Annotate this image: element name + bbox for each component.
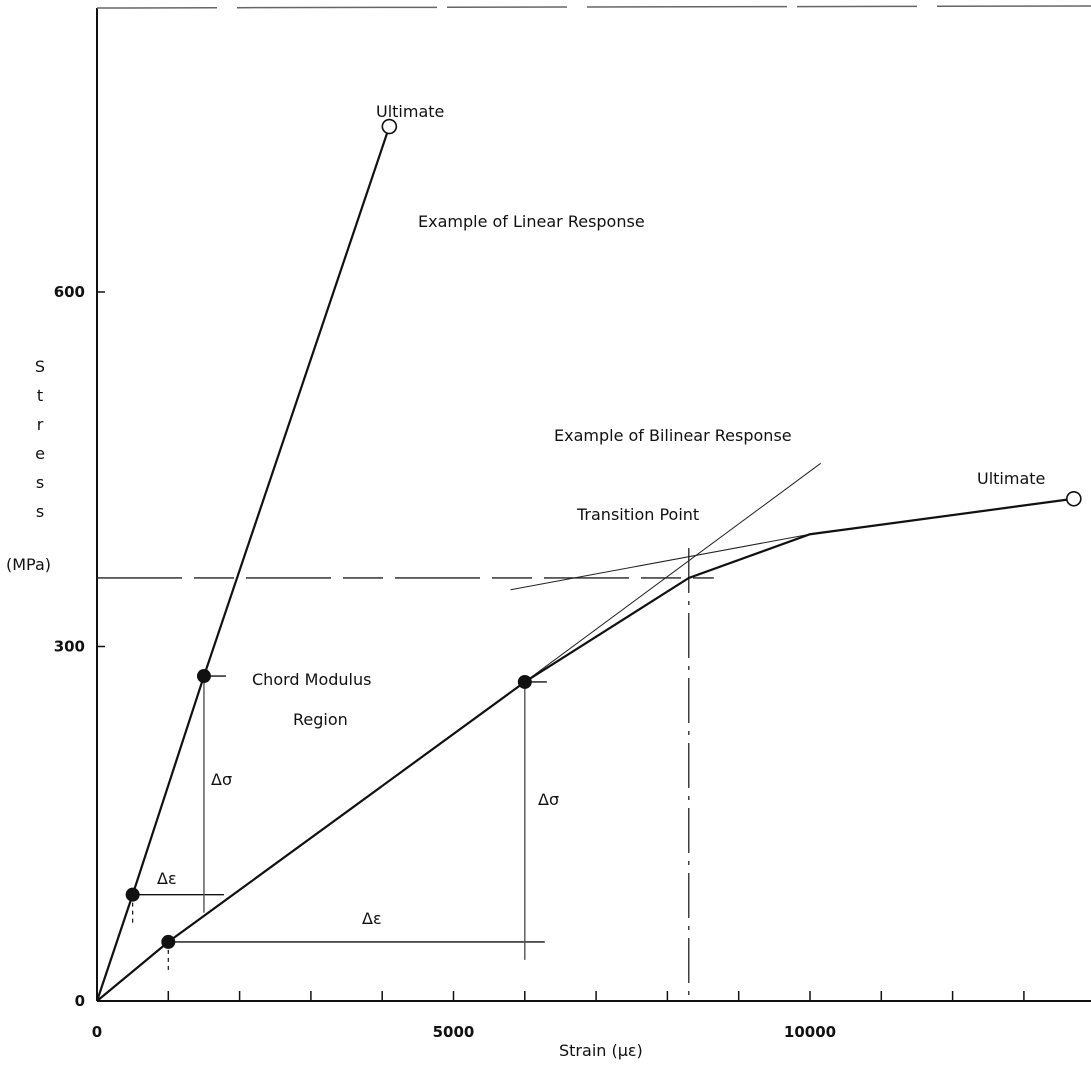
delta-epsilon-label-bilinear: Δε [362, 909, 382, 928]
axes [96, 5, 1091, 1002]
y-axis-label-letter: e [35, 444, 45, 463]
y-axis-label-letter: t [37, 386, 43, 405]
y-tick-label: 0 [75, 992, 85, 1010]
chord-point [517, 674, 532, 689]
ultimate-bilinear-label: Ultimate [977, 469, 1045, 488]
bilinear-response-curve [96, 497, 1074, 1002]
markers [125, 118, 1082, 949]
x-axis-label: Strain (με) [559, 1041, 643, 1060]
y-axis-label-letter: s [36, 502, 44, 521]
chord-point [196, 669, 211, 684]
guide-lines [97, 462, 821, 1001]
y-axis-unit-label: (MPa) [6, 555, 51, 574]
ultimate-point [381, 118, 398, 135]
ultimate-linear-label: Ultimate [376, 102, 444, 121]
delta-sigma-label-linear: Δσ [211, 770, 232, 789]
delta-sigma-label-bilinear: Δσ [538, 790, 559, 809]
x-tick-label: 0 [92, 1023, 102, 1041]
ultimate-point [1066, 490, 1082, 507]
x-tick-label: 5000 [433, 1023, 475, 1041]
y-axis-label-letter: S [35, 357, 45, 376]
chord-point [125, 887, 140, 902]
y-axis-label-letter: r [37, 415, 44, 434]
chord-point [161, 934, 176, 949]
x-tick-label: 10000 [784, 1023, 836, 1041]
transition-point-label: Transition Point [576, 505, 699, 524]
linear-response-title: Example of Linear Response [418, 212, 645, 231]
y-tick-label: 300 [54, 637, 85, 655]
chord-region-label: Region [293, 710, 348, 729]
tangent-line [524, 462, 821, 683]
tangent-line [510, 533, 811, 591]
top-border-line [96, 5, 1091, 9]
delta-epsilon-label-linear: Δε [157, 869, 177, 888]
curves [95, 126, 1074, 1002]
annotations: 0 300 600 0 5000 10000 [54, 283, 836, 1041]
y-axis-label-letter: s [36, 473, 44, 492]
y-tick-label: 600 [54, 283, 85, 301]
linear-response-curve [95, 126, 391, 1002]
bilinear-response-title: Example of Bilinear Response [554, 426, 792, 445]
chord-modulus-label: Chord Modulus [252, 670, 371, 689]
